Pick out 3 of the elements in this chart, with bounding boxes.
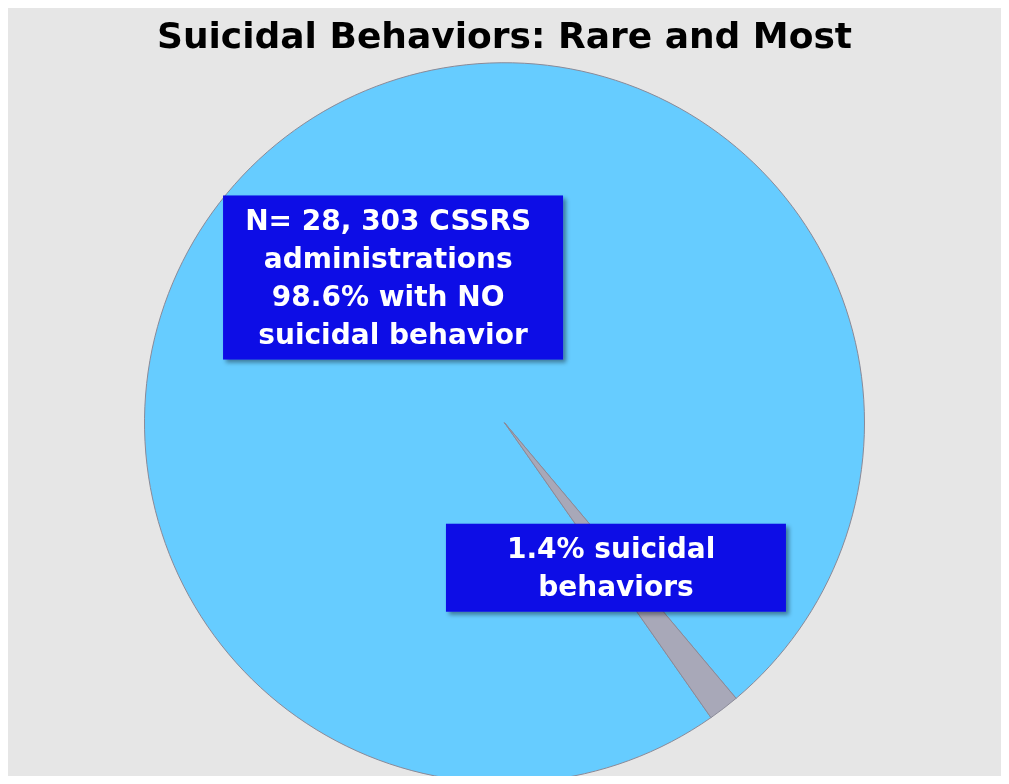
slice-label: N= 28, 303 CSSRS administrations 98.6% with NO suicidal behavior [245, 204, 541, 352]
slice-label: 1.4% suicidal behaviors [506, 532, 725, 604]
chart-title: Suicidal Behaviors: Rare and Most [156, 14, 853, 56]
